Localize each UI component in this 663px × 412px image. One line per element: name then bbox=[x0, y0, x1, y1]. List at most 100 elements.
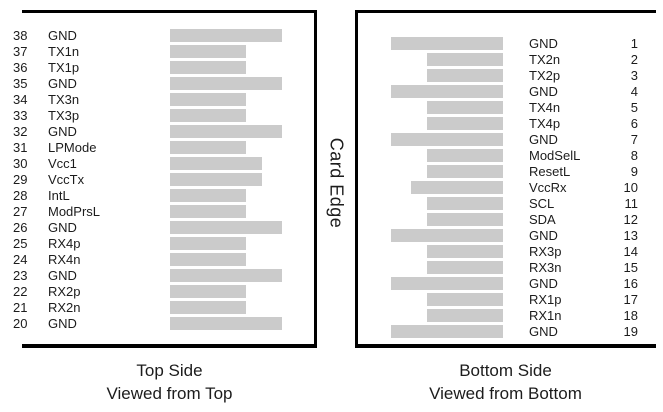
pin-pad-bar bbox=[170, 253, 246, 266]
pin-pad-bar bbox=[427, 261, 503, 274]
pin-row: 34 TX3n bbox=[0, 92, 663, 108]
pin-row: TX2n 2 bbox=[0, 52, 663, 68]
pin-row: 28 IntL bbox=[0, 188, 663, 204]
pin-row: TX2p 3 bbox=[0, 68, 663, 84]
pin-number: 15 bbox=[623, 260, 638, 275]
pin-name: RX1n bbox=[529, 308, 562, 323]
pin-row: RX1p 17 bbox=[0, 292, 663, 308]
pin-number: 5 bbox=[630, 100, 638, 115]
pin-row: 30 Vcc1 bbox=[0, 156, 663, 172]
pin-number: 35 bbox=[13, 76, 28, 91]
pin-name: RX3p bbox=[529, 244, 562, 259]
pin-name: RX4p bbox=[48, 236, 81, 251]
pin-row: 36 TX1p bbox=[0, 60, 663, 76]
pin-row: 26 GND bbox=[0, 220, 663, 236]
pin-number: 16 bbox=[623, 276, 638, 291]
pin-number: 26 bbox=[13, 220, 28, 235]
pin-number: 20 bbox=[13, 316, 28, 331]
pin-pad-bar bbox=[170, 77, 282, 90]
pin-row: RX3p 14 bbox=[0, 244, 663, 260]
pin-name: GND bbox=[48, 76, 77, 91]
pin-row: RX1n 18 bbox=[0, 308, 663, 324]
pin-name: TX2n bbox=[529, 52, 561, 67]
pin-name: SCL bbox=[529, 196, 555, 211]
pin-pad-bar bbox=[391, 85, 503, 98]
pin-number: 18 bbox=[623, 308, 638, 323]
pin-number: 32 bbox=[13, 124, 28, 139]
pin-name: RX3n bbox=[529, 260, 562, 275]
pin-number: 38 bbox=[13, 28, 28, 43]
pin-number: 12 bbox=[623, 212, 638, 227]
pin-name: ModSelL bbox=[529, 148, 581, 163]
bottom-side-outline-box bbox=[355, 10, 656, 348]
pin-row: 20 GND bbox=[0, 316, 663, 332]
pin-pad-bar bbox=[427, 165, 503, 178]
pin-row: GND 1 bbox=[0, 36, 663, 52]
pin-pad-bar bbox=[170, 301, 246, 314]
pin-name: TX4n bbox=[529, 100, 561, 115]
pin-pad-bar bbox=[427, 117, 503, 130]
pin-name: TX1p bbox=[48, 60, 80, 75]
pin-number: 13 bbox=[623, 228, 638, 243]
pin-name: RX4n bbox=[48, 252, 81, 267]
card-edge-label: Card Edge bbox=[326, 137, 347, 229]
pin-pad-bar bbox=[391, 229, 503, 242]
pin-name: Vcc1 bbox=[48, 156, 77, 171]
pin-name: LPMode bbox=[48, 140, 97, 155]
top-side-caption-line1: Top Side bbox=[136, 361, 203, 380]
pin-pad-bar bbox=[170, 61, 246, 74]
pin-pad-bar bbox=[391, 133, 503, 146]
pin-row: TX4p 6 bbox=[0, 116, 663, 132]
pin-pad-bar bbox=[427, 101, 503, 114]
pin-row: TX4n 5 bbox=[0, 100, 663, 116]
pin-row: GND 19 bbox=[0, 324, 663, 340]
pin-pad-bar bbox=[170, 29, 282, 42]
pin-pad-bar bbox=[170, 317, 282, 330]
pin-name: GND bbox=[529, 36, 558, 51]
pin-pad-bar bbox=[427, 69, 503, 82]
pin-number: 4 bbox=[630, 84, 638, 99]
pin-name: VccRx bbox=[529, 180, 567, 195]
pin-pad-bar bbox=[427, 309, 503, 322]
pin-row: VccRx 10 bbox=[0, 180, 663, 196]
pin-pad-bar bbox=[170, 141, 246, 154]
pin-name: TX2p bbox=[529, 68, 561, 83]
pin-name: RX2n bbox=[48, 300, 81, 315]
pin-name: GND bbox=[529, 324, 558, 339]
pin-number: 9 bbox=[630, 164, 638, 179]
pin-pad-bar bbox=[170, 157, 262, 170]
pin-number: 23 bbox=[13, 268, 28, 283]
pin-row: 35 GND bbox=[0, 76, 663, 92]
pin-name: RX1p bbox=[529, 292, 562, 307]
bottom-side-caption: Bottom Side Viewed from Bottom bbox=[355, 359, 656, 405]
pin-name: GND bbox=[529, 84, 558, 99]
pin-row: GND 7 bbox=[0, 132, 663, 148]
pin-name: GND bbox=[48, 316, 77, 331]
pin-pad-bar bbox=[170, 125, 282, 138]
pin-number: 11 bbox=[624, 196, 639, 211]
pin-name: GND bbox=[48, 28, 77, 43]
pin-pad-bar bbox=[170, 189, 246, 202]
pin-pad-bar bbox=[170, 285, 246, 298]
pin-number: 17 bbox=[623, 292, 638, 307]
pin-pad-bar bbox=[170, 45, 246, 58]
pin-name: ModPrsL bbox=[48, 204, 101, 219]
pin-pad-bar bbox=[170, 205, 246, 218]
pin-name: RX2p bbox=[48, 284, 81, 299]
pin-number: 7 bbox=[630, 132, 638, 147]
pin-row: 24 RX4n bbox=[0, 252, 663, 268]
pin-row: 22 RX2p bbox=[0, 284, 663, 300]
pin-name: GND bbox=[48, 220, 77, 235]
bottom-side-caption-line1: Bottom Side bbox=[459, 361, 552, 380]
pin-number: 21 bbox=[13, 300, 28, 315]
pin-number: 10 bbox=[623, 180, 638, 195]
pin-pad-bar bbox=[170, 237, 246, 250]
pin-pad-bar bbox=[427, 213, 503, 226]
pin-number: 29 bbox=[13, 172, 28, 187]
pin-name: GND bbox=[529, 276, 558, 291]
pin-row: 37 TX1n bbox=[0, 44, 663, 60]
pin-pad-bar bbox=[391, 325, 503, 338]
pin-row: GND 4 bbox=[0, 84, 663, 100]
pin-row: 32 GND bbox=[0, 124, 663, 140]
